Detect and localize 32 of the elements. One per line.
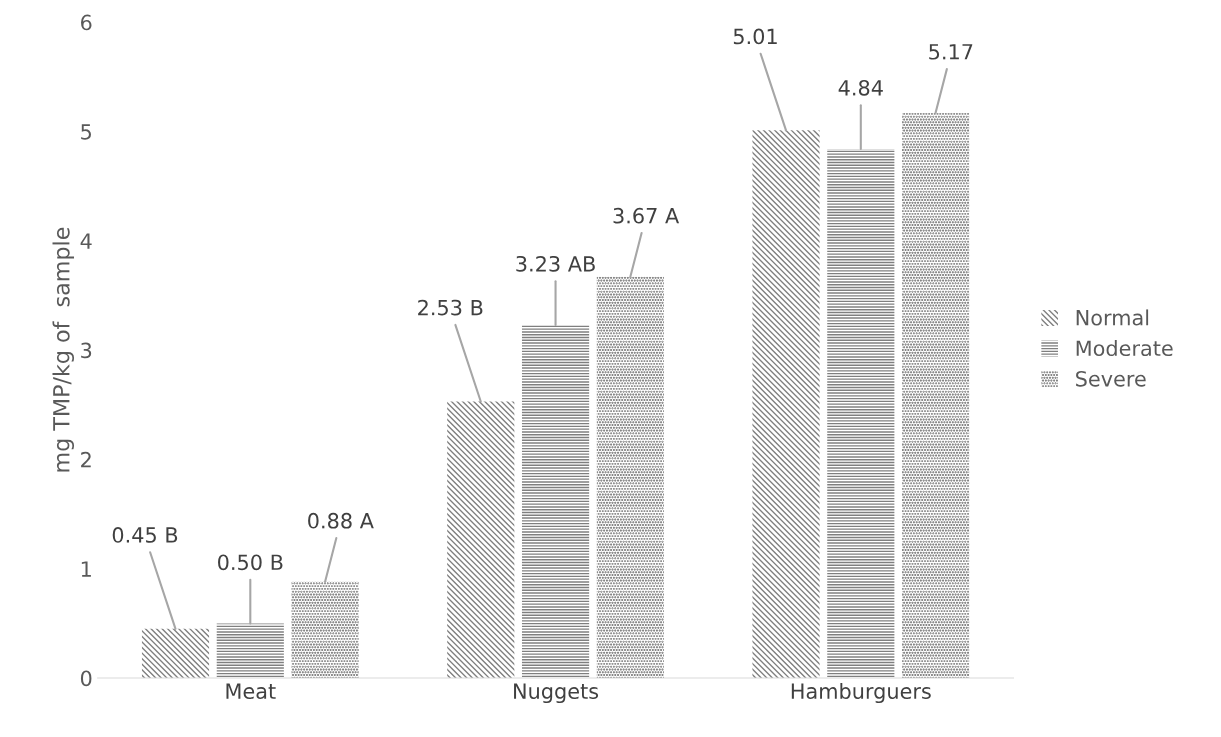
bar	[447, 401, 515, 679]
legend-label: Moderate	[1076, 339, 1173, 357]
x-tick-label: Nuggets	[514, 683, 599, 704]
data-label: 0.45 B	[112, 527, 178, 543]
y-tick-label: 1	[81, 561, 91, 577]
y-axis-title: mg TMP/kg of sample	[52, 227, 75, 472]
legend-label: Severe	[1076, 370, 1146, 387]
bar	[902, 112, 970, 679]
x-tick-label: Meat	[226, 683, 276, 700]
y-tick-label: 0	[80, 670, 92, 687]
data-label: 4.84	[838, 79, 883, 96]
data-label: 3.67 A	[613, 207, 680, 224]
y-tick-label: 5	[81, 124, 91, 140]
data-label: 0.88 A	[308, 512, 374, 529]
y-tick-label: 3	[81, 342, 92, 359]
x-tick-label: Hamburguers	[791, 682, 931, 704]
data-label: 2.53 B	[418, 299, 483, 316]
data-label: 5.01	[733, 28, 777, 45]
bar	[216, 623, 284, 679]
y-tick-label: 2	[81, 451, 91, 468]
y-tick-label: 4	[80, 233, 92, 249]
bar	[752, 130, 820, 679]
data-label: 5.17	[929, 44, 973, 60]
legend-label: Normal	[1076, 309, 1149, 326]
bar	[521, 324, 590, 679]
bar	[291, 581, 359, 679]
bar	[827, 148, 895, 679]
bar	[596, 276, 664, 679]
data-label: 3.23 AB	[516, 255, 595, 272]
data-label: 0.50 B	[218, 554, 283, 571]
y-tick-label: 6	[81, 14, 92, 31]
bar	[141, 628, 210, 679]
